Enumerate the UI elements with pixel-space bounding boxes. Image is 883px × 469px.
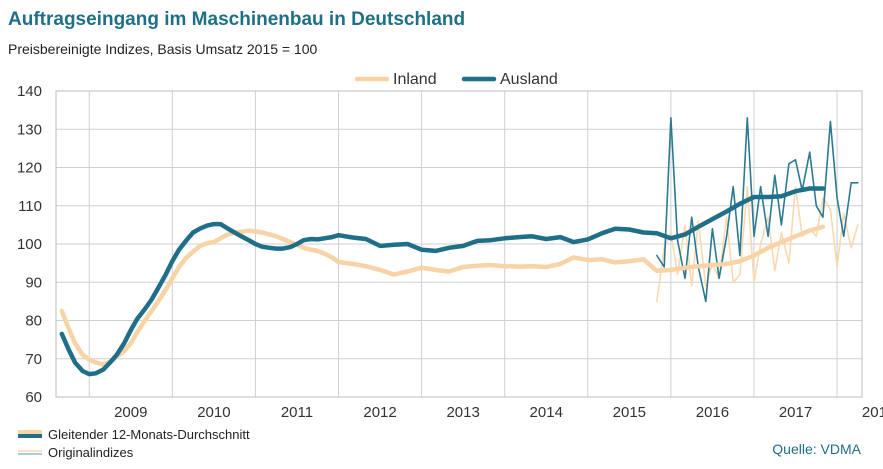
original-swatch — [18, 445, 42, 460]
plot-frame — [55, 90, 863, 398]
x-tick-label: 2015 — [613, 404, 646, 421]
x-tick-label: 2011 — [281, 404, 313, 421]
y-tick-label: 80 — [25, 313, 42, 330]
y-tick-label: 100 — [17, 236, 42, 253]
x-tick-label: 2016 — [696, 404, 729, 421]
bottom-legend: Gleitender 12-Monats-Durchschnitt Origin… — [18, 425, 250, 461]
series-line-inland — [59, 224, 826, 367]
x-tick-label: 2014 — [530, 404, 563, 421]
x-tick-label: 2012 — [363, 404, 396, 421]
chart-title: Auftragseingang im Maschinenbau in Deuts… — [8, 9, 466, 30]
source-note: Quelle: VDMA — [772, 441, 861, 457]
x-tick-label: 2009 — [114, 404, 147, 421]
chart-subtitle: Preisbereinigte Indizes, Basis Umsatz 20… — [8, 41, 318, 57]
x-tick-label: 2010 — [197, 404, 230, 421]
x-tick-label: 2018 — [862, 404, 883, 421]
series-line-ausland — [59, 186, 826, 377]
legend-label: Inland — [393, 71, 437, 88]
y-tick-label: 130 — [17, 121, 42, 138]
series-line-ausland-original — [655, 117, 859, 303]
legend-moving-average-label: Gleitender 12-Monats-Durchschnitt — [48, 426, 250, 442]
legend-original: Originalindizes — [18, 443, 250, 461]
legend-label: Ausland — [500, 71, 558, 88]
x-tick-label: 2017 — [779, 404, 812, 421]
y-tick-label: 110 — [18, 198, 42, 215]
y-tick-label: 70 — [25, 351, 42, 368]
y-tick-label: 140 — [17, 83, 42, 100]
legend-moving-average: Gleitender 12-Monats-Durchschnitt — [18, 425, 250, 443]
legend-original-label: Originalindizes — [48, 444, 134, 460]
y-tick-label: 120 — [17, 160, 42, 177]
x-tick-label: 2013 — [446, 404, 479, 421]
moving-average-swatch — [18, 427, 42, 442]
y-tick-label: 90 — [25, 274, 42, 291]
y-tick-label: 60 — [25, 389, 42, 406]
